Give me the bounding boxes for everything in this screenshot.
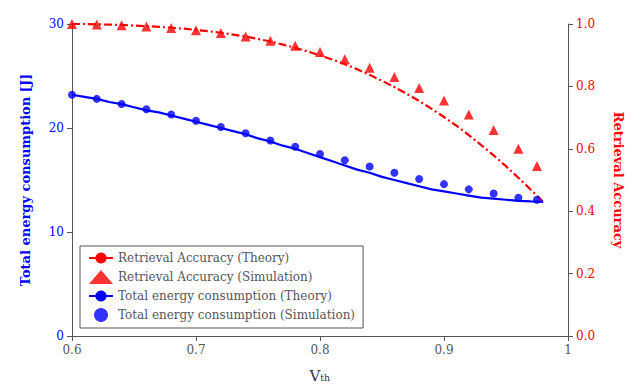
- svg-text:0.9: 0.9: [434, 343, 453, 357]
- svg-text:Retrieval Accuracy (Simulation: Retrieval Accuracy (Simulation): [118, 270, 312, 284]
- svg-text:0.4: 0.4: [576, 204, 595, 218]
- svg-text:Total energy consumption (Simu: Total energy consumption (Simulation): [118, 308, 355, 322]
- svg-text:0.2: 0.2: [576, 267, 595, 281]
- svg-text:20: 20: [49, 121, 64, 135]
- svg-text:Vₜₕ: Vₜₕ: [308, 367, 330, 385]
- svg-text:Retrieval Accuracy (Theory): Retrieval Accuracy (Theory): [118, 251, 289, 265]
- svg-text:1: 1: [564, 343, 572, 357]
- svg-text:10: 10: [49, 225, 64, 239]
- svg-text:0.6: 0.6: [576, 142, 595, 156]
- svg-text:0.8: 0.8: [576, 79, 595, 93]
- svg-text:0: 0: [56, 329, 64, 343]
- svg-text:Retrieval Accuracy: Retrieval Accuracy: [611, 112, 626, 249]
- svg-text:30: 30: [49, 17, 64, 31]
- svg-text:1.0: 1.0: [576, 17, 595, 31]
- svg-text:0.6: 0.6: [62, 343, 81, 357]
- svg-text:Total energy consumption [J]: Total energy consumption [J]: [18, 74, 33, 286]
- svg-text:0.0: 0.0: [576, 329, 595, 343]
- svg-text:Total energy consumption (Theo: Total energy consumption (Theory): [118, 289, 332, 303]
- svg-text:0.7: 0.7: [186, 343, 205, 357]
- svg-text:0.8: 0.8: [310, 343, 329, 357]
